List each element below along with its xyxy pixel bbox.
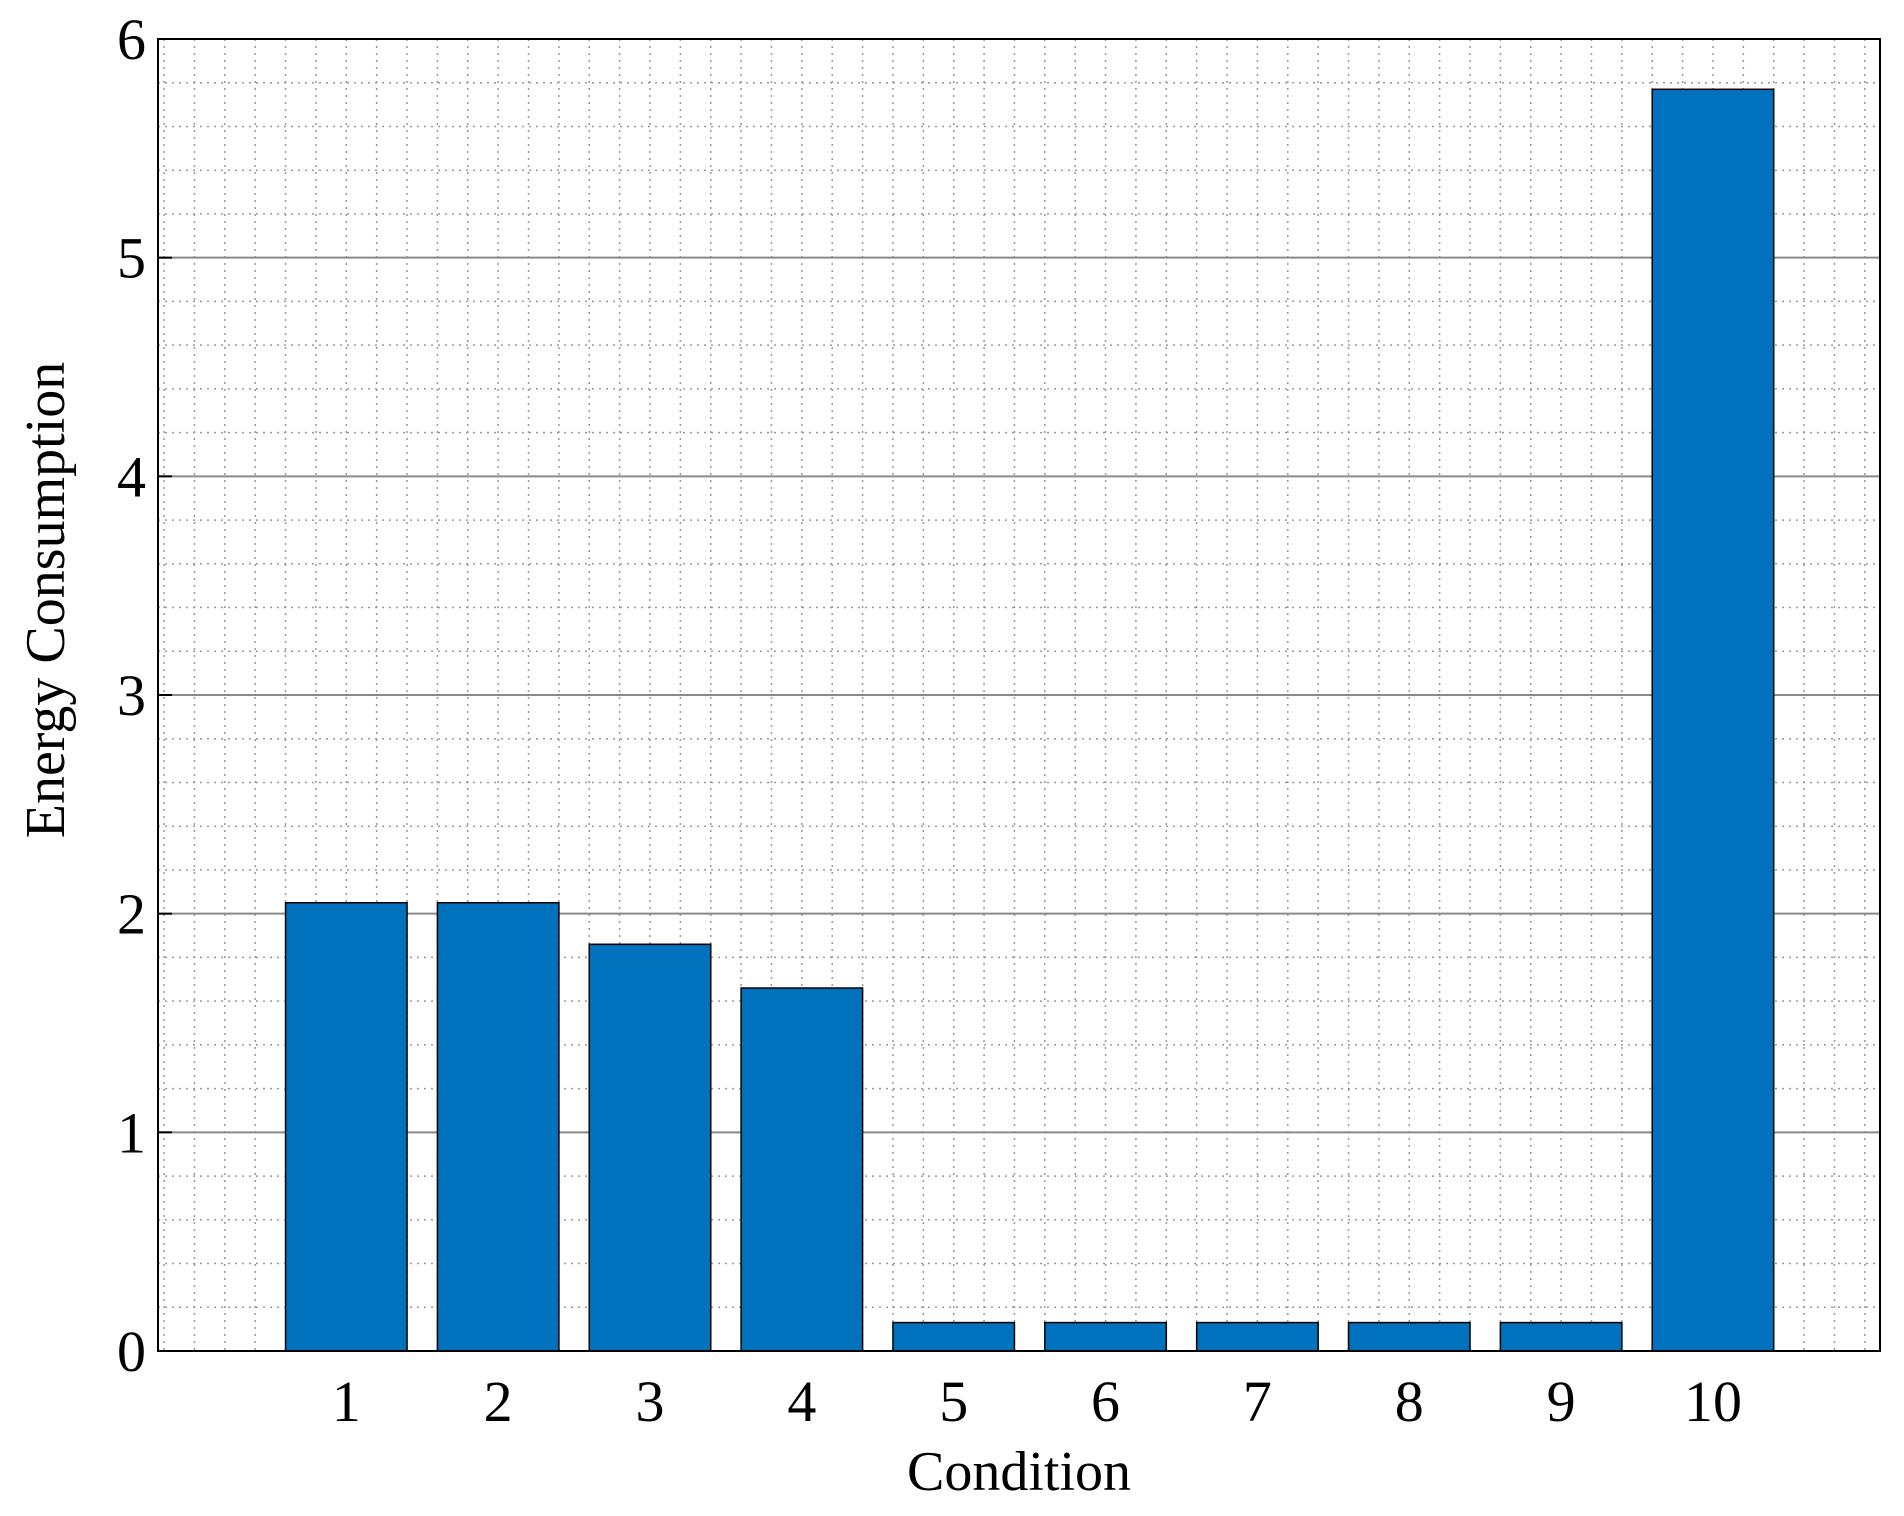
y-tick-label: 3: [117, 663, 146, 728]
bar: [588, 943, 712, 1352]
bar: [740, 987, 864, 1352]
bar: [1499, 1321, 1623, 1352]
x-tick-label: 3: [636, 1369, 665, 1434]
x-tick-label: 5: [939, 1369, 968, 1434]
x-tick-label: 7: [1243, 1369, 1272, 1434]
bar: [284, 901, 408, 1352]
axes-box: [157, 38, 1881, 1352]
bar: [1651, 88, 1775, 1352]
bar: [436, 901, 560, 1352]
x-tick-label: 4: [787, 1369, 816, 1434]
y-tick-label: 1: [117, 1100, 146, 1165]
y-tick-label: 6: [117, 7, 146, 72]
y-tick-label: 2: [117, 882, 146, 947]
bar: [1195, 1321, 1319, 1352]
y-tick-label: 0: [117, 1319, 146, 1384]
x-axis-label: Condition: [907, 1441, 1131, 1503]
bar: [892, 1321, 1016, 1352]
x-tick-label: 9: [1547, 1369, 1576, 1434]
bar: [1044, 1321, 1168, 1352]
y-axis-label: Energy Consumption: [15, 362, 77, 839]
x-tick-label: 1: [332, 1369, 361, 1434]
x-tick-label: 2: [484, 1369, 513, 1434]
y-tick-label: 4: [117, 444, 146, 509]
bar: [1347, 1321, 1471, 1352]
x-tick-label: 6: [1091, 1369, 1120, 1434]
x-tick-label: 8: [1395, 1369, 1424, 1434]
y-tick-label: 5: [117, 226, 146, 291]
x-tick-label: 10: [1684, 1369, 1742, 1434]
